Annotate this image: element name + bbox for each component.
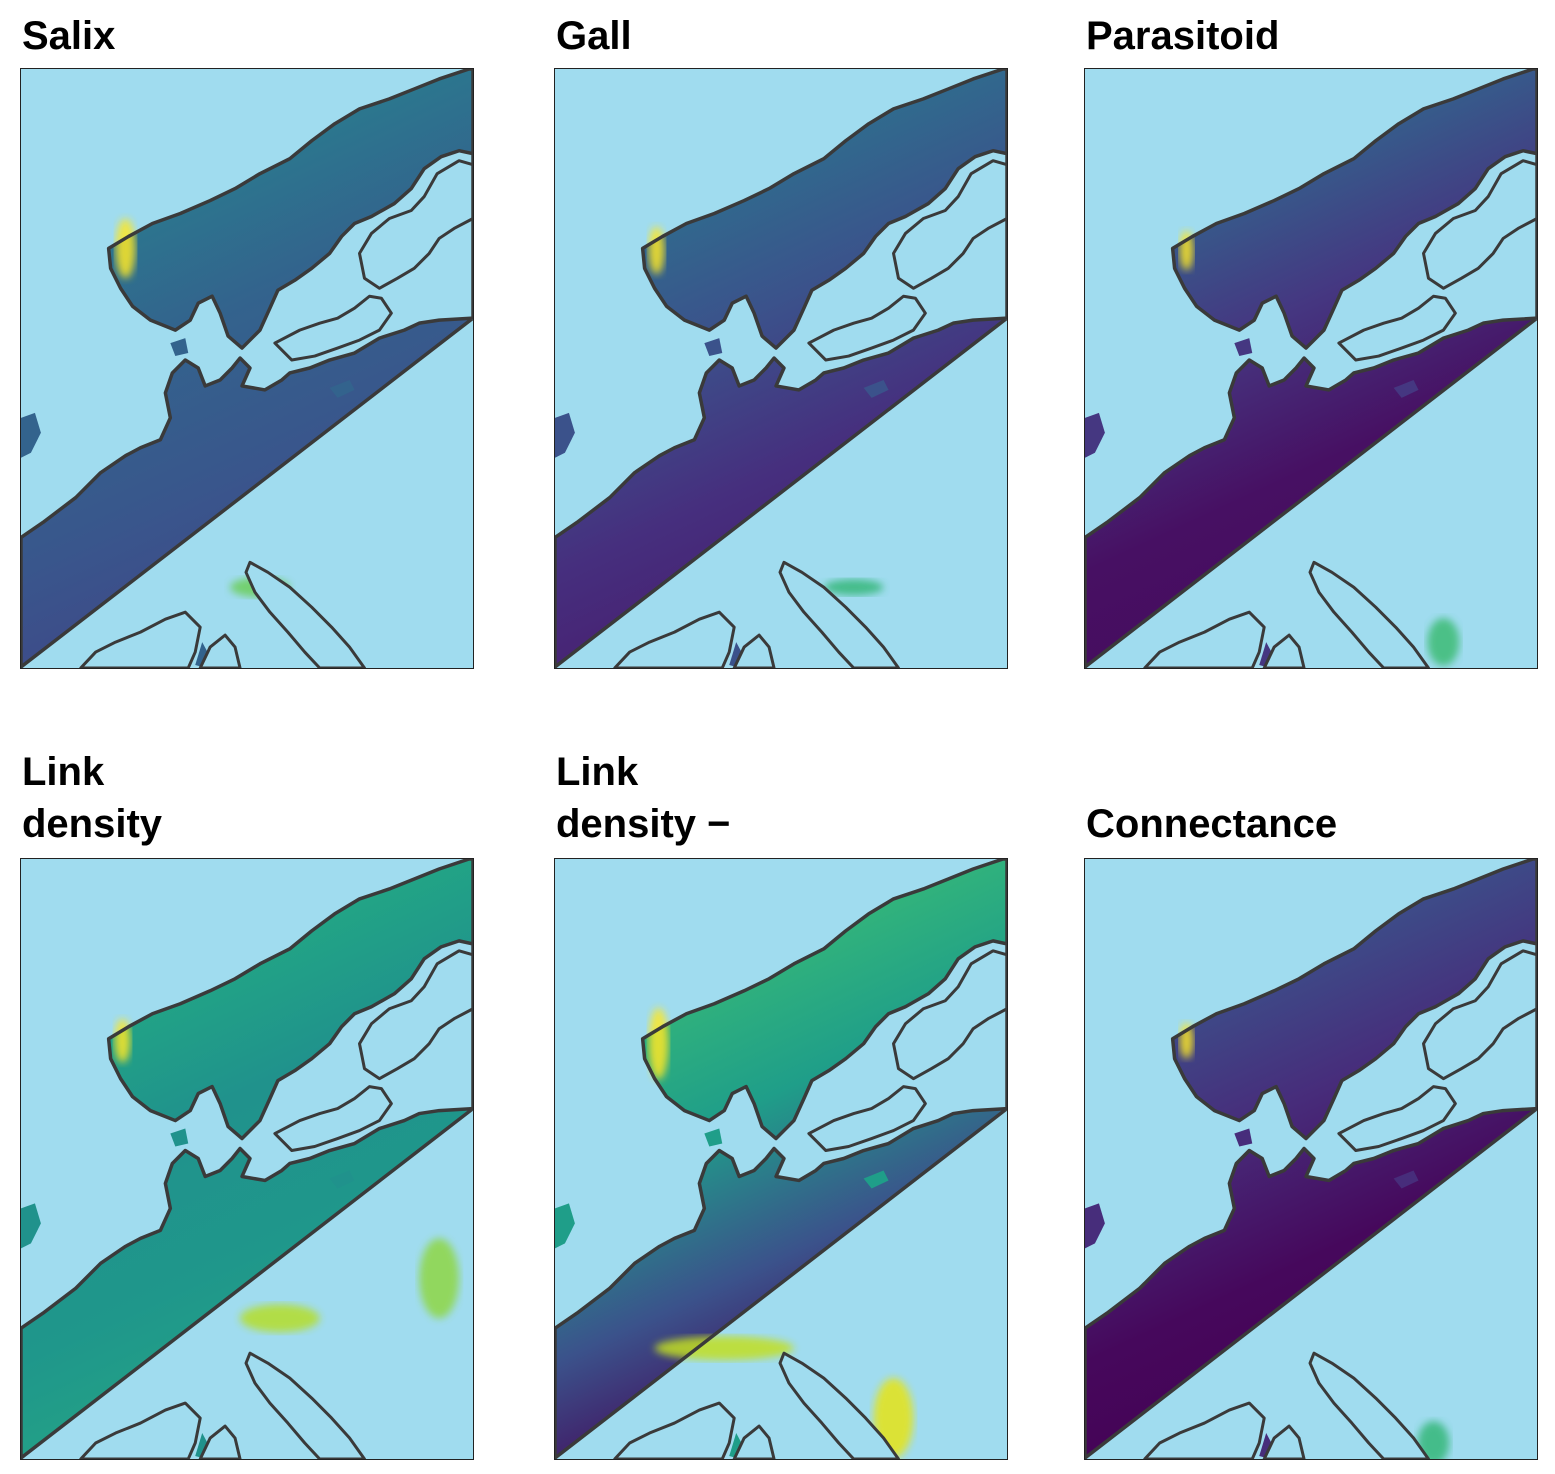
island	[329, 379, 355, 398]
sea-basin	[273, 1085, 393, 1153]
sea-basin	[778, 560, 900, 668]
sea-basin	[1143, 1401, 1266, 1459]
map-svg	[555, 69, 1007, 668]
high-value-area	[240, 1304, 320, 1333]
map-salix-richness	[20, 68, 474, 669]
sea-basin	[1337, 294, 1457, 362]
map-svg	[555, 859, 1007, 1459]
high-value-area	[115, 218, 136, 279]
island	[863, 379, 889, 398]
sea-basin	[244, 1351, 366, 1459]
sea-basin	[807, 1085, 927, 1153]
map-link-density-salix-galls	[20, 858, 474, 1460]
sea-basin	[1308, 1351, 1430, 1459]
high-value-area	[654, 1336, 794, 1361]
sea-basin	[198, 633, 242, 668]
land-raster	[21, 859, 473, 1459]
sea-basin	[1422, 949, 1537, 1081]
sea-basin	[732, 1424, 776, 1459]
sea-basin	[1262, 633, 1306, 668]
island	[555, 412, 575, 458]
sea-basin	[1262, 1424, 1306, 1459]
high-value-area	[1417, 1421, 1450, 1459]
high-value-area	[419, 1238, 460, 1319]
coastline	[21, 859, 473, 1459]
map-gall-richness	[554, 68, 1008, 669]
island	[704, 1128, 723, 1147]
sea-basin	[358, 159, 473, 290]
sea-basin	[807, 294, 927, 362]
island	[21, 1203, 41, 1249]
island	[1234, 338, 1253, 357]
sea-basin	[1308, 560, 1430, 668]
map-connectance	[1084, 858, 1538, 1460]
island	[329, 1170, 355, 1189]
island	[555, 1203, 575, 1249]
high-value-area	[1427, 618, 1460, 667]
sea-basin	[613, 1401, 736, 1459]
coastline	[555, 69, 1007, 668]
land-raster	[21, 69, 473, 668]
land-raster	[1085, 69, 1537, 668]
coastline	[1085, 69, 1537, 668]
sea-basin	[244, 560, 366, 668]
island	[1085, 1203, 1105, 1249]
sea-basin	[79, 610, 202, 668]
sea-basin	[892, 949, 1007, 1081]
panel-title: Connectance	[1086, 802, 1338, 846]
sea-basin	[358, 949, 473, 1081]
land-raster	[555, 859, 1007, 1459]
sea-basin	[732, 633, 776, 668]
island	[170, 1128, 189, 1147]
sea-basin	[1422, 159, 1537, 290]
coastline	[555, 859, 1007, 1459]
sea-basin	[892, 159, 1007, 290]
island	[1393, 379, 1419, 398]
island	[21, 412, 41, 458]
coastline	[1085, 859, 1537, 1459]
sea-basin	[613, 610, 736, 668]
island	[170, 338, 189, 357]
island	[1085, 412, 1105, 458]
island	[704, 338, 723, 357]
high-value-area	[823, 579, 884, 596]
sea-basin	[198, 1424, 242, 1459]
map-parasitoid-richness	[1084, 68, 1538, 669]
land-raster	[1085, 859, 1537, 1459]
sea-basin	[1337, 1085, 1457, 1153]
coastline	[21, 69, 473, 668]
high-value-area	[648, 226, 665, 275]
sea-basin	[79, 1401, 202, 1459]
land-raster	[555, 69, 1007, 668]
map-link-density-galls-parasitoids	[554, 858, 1008, 1460]
sea-basin	[1143, 610, 1266, 668]
island	[1234, 1128, 1253, 1147]
map-svg	[1085, 859, 1537, 1459]
map-svg	[21, 859, 473, 1459]
sea-basin	[273, 294, 393, 362]
island	[863, 1170, 889, 1189]
sea-basin	[778, 1351, 900, 1459]
map-svg	[21, 69, 473, 668]
island	[1393, 1170, 1419, 1189]
map-svg	[1085, 69, 1537, 668]
